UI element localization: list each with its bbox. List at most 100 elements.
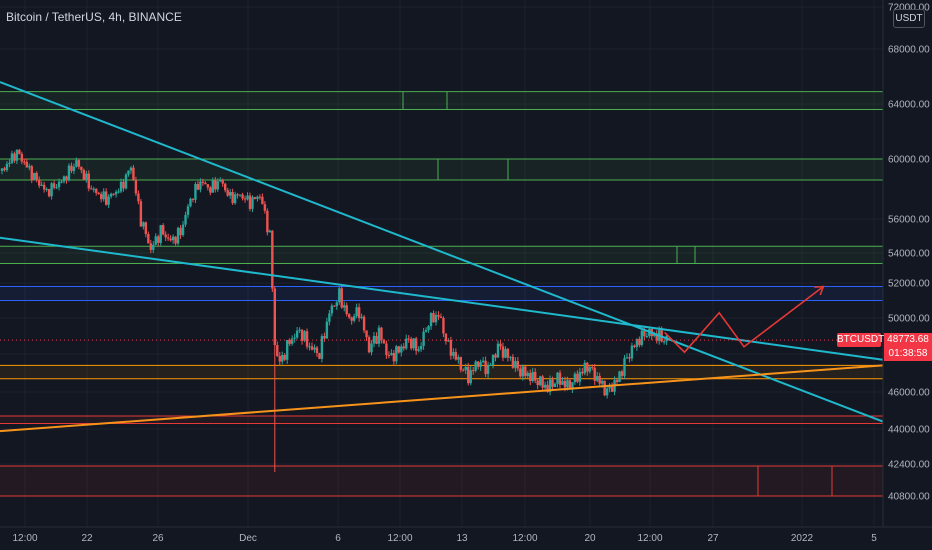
candle-body xyxy=(144,222,148,234)
candle-body xyxy=(117,191,120,193)
candle-body xyxy=(355,307,358,317)
candle-body xyxy=(484,360,487,375)
candle-body xyxy=(506,348,510,358)
candle-body xyxy=(75,160,78,167)
candle-body xyxy=(303,331,306,341)
candle-body xyxy=(256,196,259,199)
candle-body xyxy=(444,333,448,342)
trendline xyxy=(0,364,883,433)
projection-line xyxy=(664,285,824,354)
time-scale-panel[interactable] xyxy=(0,527,932,550)
price-scale-panel[interactable] xyxy=(883,0,932,527)
price-tick-label: 40800.00 xyxy=(888,492,930,503)
zone-fill xyxy=(0,246,883,264)
currency-unit-button[interactable]: USDT xyxy=(893,9,925,28)
candle-body xyxy=(273,288,276,346)
candle-body xyxy=(407,338,410,340)
candle-body xyxy=(422,331,425,347)
candle-body xyxy=(57,181,61,188)
candle-body xyxy=(514,361,517,368)
chart-title: Bitcoin / TetherUS, 4h, BINANCE xyxy=(6,10,182,24)
candle-body xyxy=(439,316,443,319)
candle-body xyxy=(387,355,391,357)
candle-body xyxy=(499,343,502,347)
candle-body xyxy=(129,167,133,171)
candle-body xyxy=(516,361,520,369)
candle-body xyxy=(395,346,398,362)
candle-body xyxy=(397,346,400,353)
candle-body xyxy=(25,161,28,168)
candle-body xyxy=(308,346,311,348)
candle-body xyxy=(605,388,609,396)
time-tick-label: 27 xyxy=(707,533,719,544)
candle-body xyxy=(70,165,73,171)
candle-body xyxy=(191,198,195,200)
candle-body xyxy=(142,222,145,227)
candle-body xyxy=(573,373,577,383)
candle-body xyxy=(169,238,172,241)
candle-body xyxy=(209,187,212,193)
candle-body xyxy=(462,369,465,371)
candle-body xyxy=(179,227,182,236)
candle-body xyxy=(219,179,222,182)
candle-body xyxy=(563,380,567,388)
candle-body xyxy=(166,237,170,239)
last-price-value: 48773.68 xyxy=(887,334,929,345)
candle-body xyxy=(494,354,497,358)
candle-body xyxy=(454,352,458,360)
candle-body xyxy=(42,184,46,190)
candle-body xyxy=(214,180,217,190)
candle-body xyxy=(147,233,150,244)
candle-body xyxy=(437,314,440,317)
candle-body xyxy=(593,367,596,381)
candle-body xyxy=(501,346,505,358)
candle-body xyxy=(119,181,123,192)
price-tick-label: 54000.00 xyxy=(888,249,930,260)
candle-body xyxy=(365,330,368,338)
candle-body xyxy=(67,165,71,181)
candle-body xyxy=(350,317,353,321)
candle-body xyxy=(320,336,324,359)
candle-body xyxy=(410,338,413,349)
candle-body xyxy=(271,230,274,289)
candle-body xyxy=(553,383,557,387)
candle-body xyxy=(581,371,584,374)
candle-body xyxy=(643,330,646,337)
price-tick-label: 52000.00 xyxy=(888,279,930,290)
candle-body xyxy=(310,346,314,350)
candle-body xyxy=(243,198,247,200)
candle-body xyxy=(246,195,249,200)
candle-body xyxy=(531,371,534,382)
candle-body xyxy=(402,346,405,349)
candle-body xyxy=(100,194,103,200)
candle-body xyxy=(241,194,244,199)
candle-body xyxy=(596,376,599,381)
candle-body xyxy=(261,196,264,205)
candle-body xyxy=(417,349,420,351)
time-tick-label: 6 xyxy=(335,533,341,544)
candle-body xyxy=(447,340,450,342)
price-tick-label: 60000.00 xyxy=(888,155,930,166)
candle-body xyxy=(481,360,485,363)
candle-body xyxy=(295,330,299,338)
candle-body xyxy=(541,376,544,388)
candle-body xyxy=(20,153,24,162)
candle-body xyxy=(476,361,480,367)
candle-body xyxy=(603,380,606,396)
candle-body xyxy=(216,181,219,190)
candle-body xyxy=(424,330,428,332)
candle-body xyxy=(236,194,239,196)
candle-body xyxy=(87,173,90,189)
candle-body xyxy=(72,166,76,171)
time-tick-label: 22 xyxy=(81,533,93,544)
candle-body xyxy=(134,180,138,194)
candle-body xyxy=(186,206,190,215)
candle-body xyxy=(414,338,418,351)
candle-body xyxy=(449,340,453,356)
candle-body xyxy=(474,361,477,371)
candle-body xyxy=(452,352,455,356)
candle-body xyxy=(588,367,591,372)
candle-body xyxy=(30,166,33,181)
candle-body xyxy=(290,338,294,344)
